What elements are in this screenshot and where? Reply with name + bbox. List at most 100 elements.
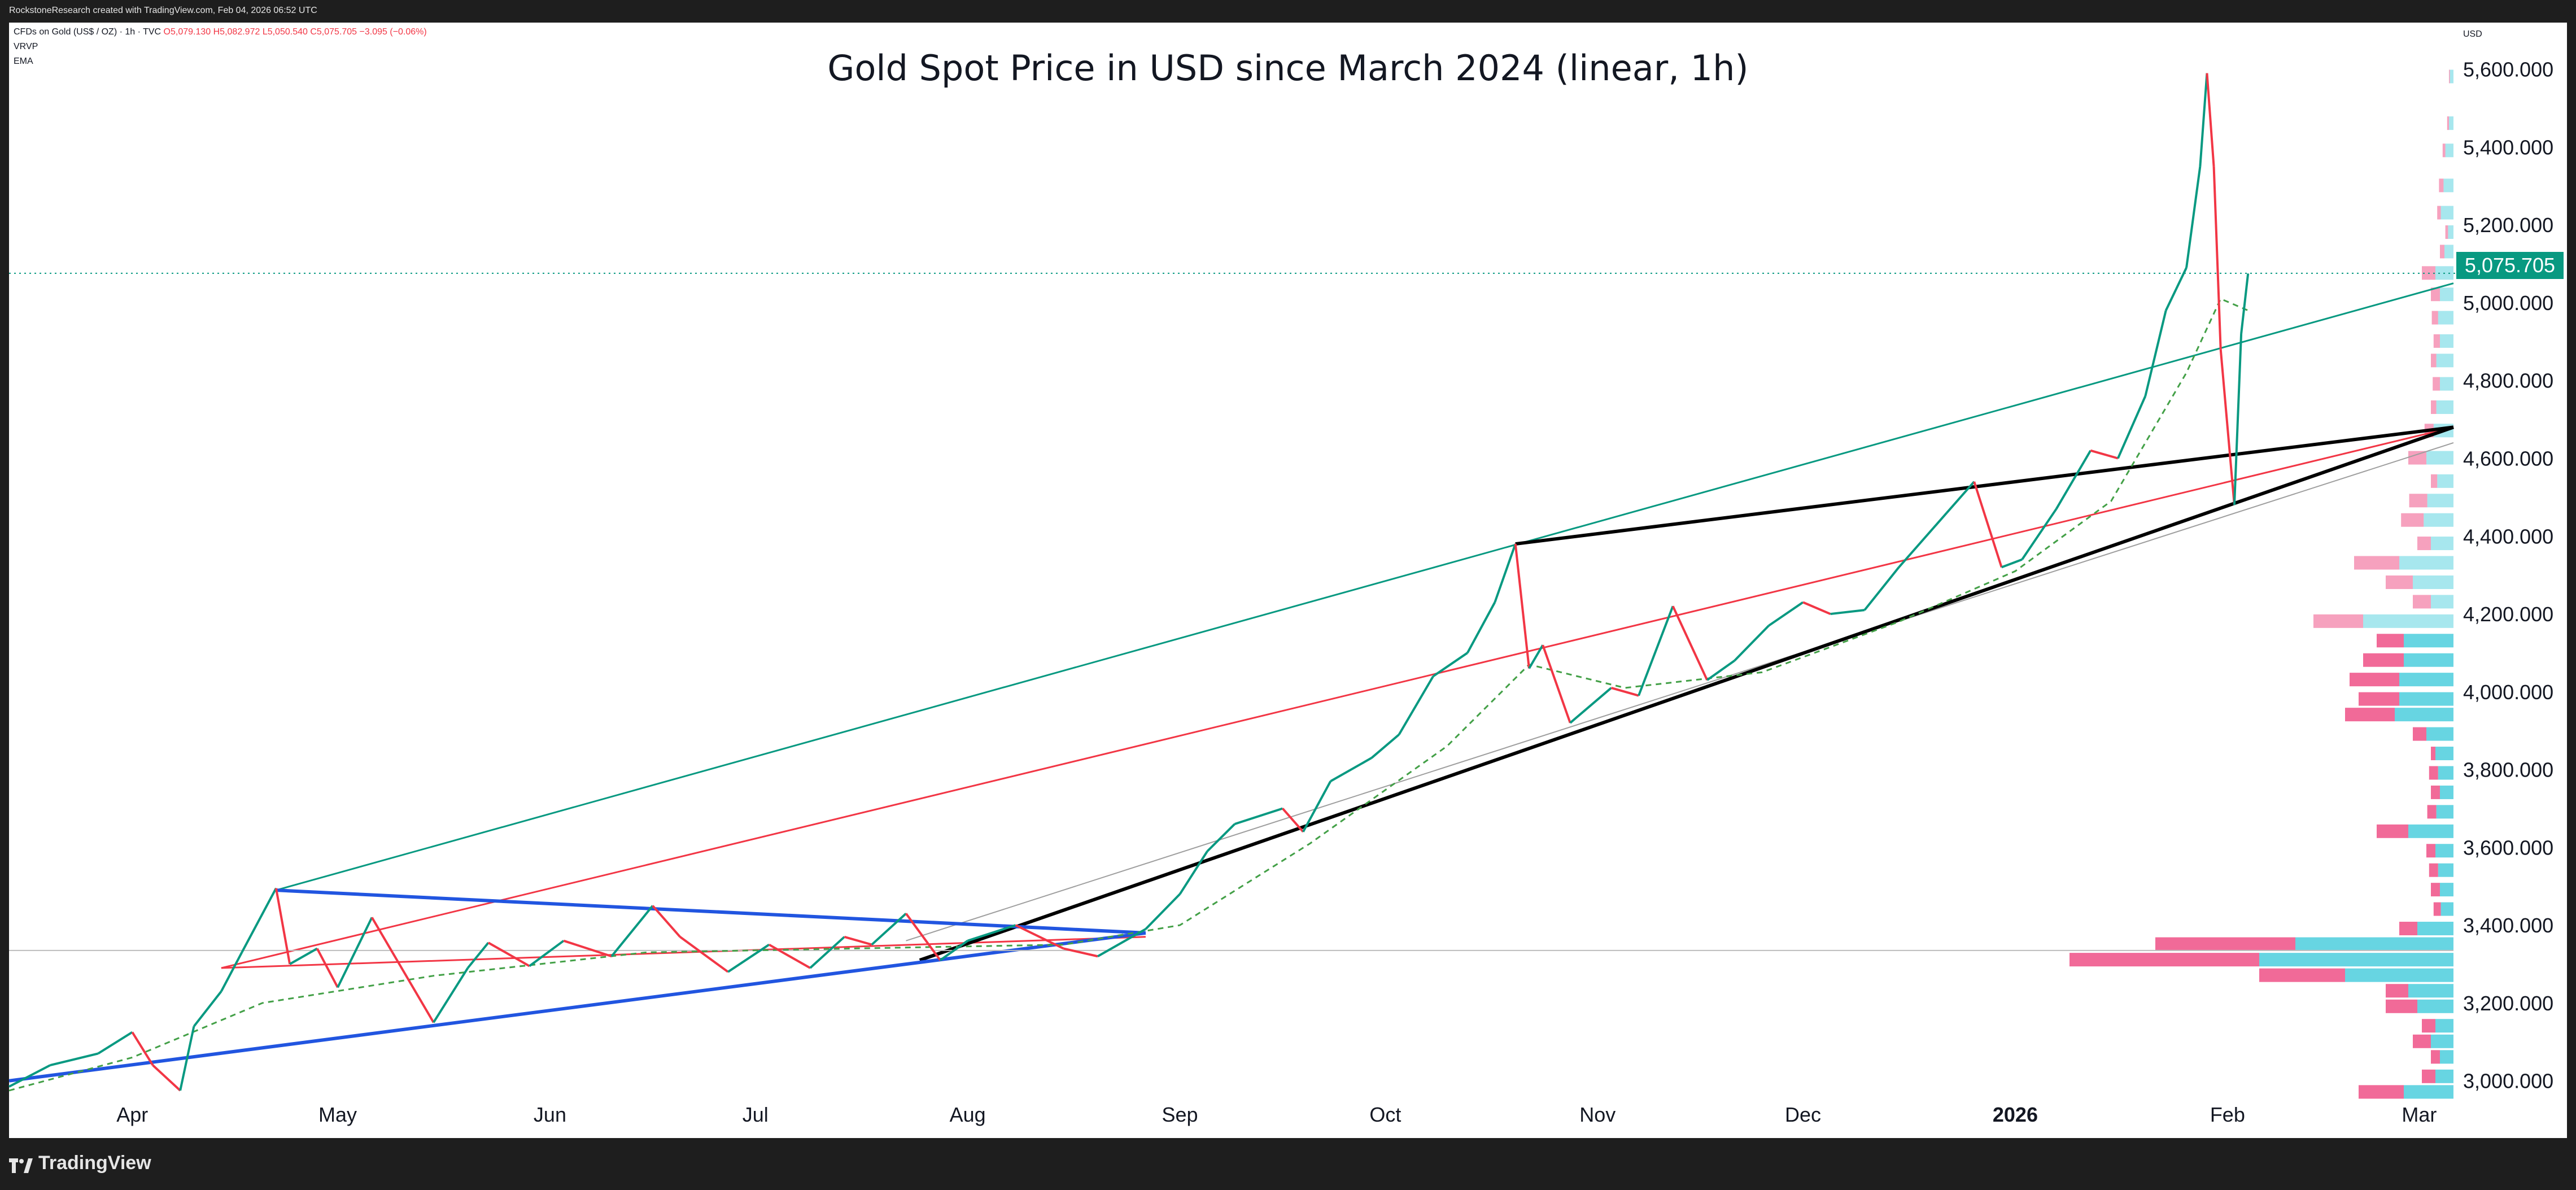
price-segment (2055, 450, 2092, 510)
price-segment (727, 943, 770, 973)
y-tick-label: 4,800.000 (2463, 369, 2553, 393)
vp-up-bar (2399, 556, 2453, 570)
volume-profile (2069, 69, 2453, 1099)
price-segment (2212, 166, 2222, 350)
vp-down-bar (2426, 844, 2435, 858)
vp-down-bar (2431, 287, 2440, 302)
vp-up-bar (2440, 1050, 2453, 1064)
price-segment (316, 948, 339, 988)
y-tick-label: 5,400.000 (2463, 136, 2553, 159)
price-segment (1802, 601, 1831, 615)
vp-down-bar (2433, 334, 2440, 348)
ohlc-legend: CFDs on Gold (US$ / OZ) · 1h · TVC O5,07… (14, 27, 427, 37)
vp-down-bar (2429, 863, 2438, 877)
high-value: H5,082.972 (213, 27, 260, 37)
ema-series (8, 298, 2248, 1092)
vp-down-bar (2069, 953, 2259, 967)
price-segment (2001, 558, 2023, 569)
vp-up-bar (2440, 287, 2453, 302)
chart-title: Gold Spot Price in USD since March 2024 … (827, 47, 1749, 89)
tradingview-logo[interactable]: TradingView (9, 1152, 151, 1174)
price-segment (1015, 924, 1064, 950)
tradingview-brand: TradingView (38, 1152, 151, 1174)
vp-up-bar (2427, 494, 2453, 508)
vp-down-bar (2259, 968, 2345, 982)
price-segment (1330, 757, 1373, 782)
top-bar: RockstoneResearch created with TradingVi… (0, 0, 2576, 23)
price-segment (1466, 601, 1496, 653)
vp-up-bar (2438, 863, 2453, 877)
vp-up-bar (2345, 968, 2453, 982)
price-segment (679, 936, 729, 973)
price-segment (2021, 508, 2058, 560)
price-segment (2219, 349, 2236, 505)
vp-up-bar (2450, 69, 2453, 84)
vp-up-bar (2444, 245, 2453, 259)
price-segment (2206, 73, 2215, 167)
vp-up-bar (2426, 451, 2453, 465)
tradingview-mark-icon (9, 1156, 33, 1173)
price-segment (1610, 687, 1639, 697)
price-segment (871, 912, 907, 946)
vp-up-bar (2404, 1085, 2453, 1099)
vp-down-bar (2431, 354, 2437, 368)
vp-down-bar (2377, 824, 2408, 838)
y-tick-label: 5,000.000 (2463, 291, 2553, 315)
y-tick-label: 4,600.000 (2463, 447, 2553, 470)
trendline (276, 282, 2454, 891)
vp-down-bar (2422, 1019, 2435, 1033)
vp-up-bar (2363, 614, 2453, 628)
price-segment (1528, 644, 1544, 669)
price-segment (97, 1031, 133, 1055)
vp-down-bar (2442, 143, 2446, 158)
vp-up-bar (2259, 953, 2453, 967)
vp-up-bar (2408, 824, 2453, 838)
price-segment (1734, 625, 1770, 662)
price-segment (1281, 808, 1304, 833)
currency-label: USD (2463, 29, 2482, 39)
x-tick-label: Apr (116, 1103, 148, 1126)
vp-up-bar (2435, 1069, 2453, 1083)
vp-up-bar (2408, 984, 2453, 998)
vp-up-bar (2448, 225, 2453, 239)
vp-up-bar (2417, 999, 2453, 1013)
vp-down-bar (2429, 766, 2438, 780)
x-tick-label: Mar (2402, 1103, 2437, 1126)
price-segment (1569, 687, 1612, 724)
close-value: C5,075.705 (310, 27, 357, 37)
price-segment (433, 967, 469, 1023)
vp-up-bar (2424, 513, 2453, 527)
trendline (8, 931, 1146, 1083)
vp-down-bar (2413, 1034, 2431, 1048)
y-tick-label: 4,000.000 (2463, 681, 2553, 704)
x-tick-label: Dec (1785, 1103, 1821, 1126)
credit-text: RockstoneResearch created with TradingVi… (9, 6, 317, 15)
vp-down-bar (2413, 595, 2431, 609)
price-segment (2144, 310, 2167, 396)
price-segment (274, 888, 291, 965)
price-segment (289, 947, 318, 965)
vp-down-bar (2363, 653, 2404, 667)
x-tick-label: Oct (1369, 1103, 1401, 1126)
price-segment (1494, 543, 1517, 603)
indicator-ema[interactable]: EMA (14, 56, 33, 66)
indicator-vrvp[interactable]: VRVP (14, 42, 38, 51)
open-value: O5,079.130 (163, 27, 211, 37)
price-segment (391, 952, 435, 1023)
price-segment (370, 917, 394, 953)
price-segment (1234, 807, 1283, 825)
price-segment (1863, 566, 1900, 611)
vp-up-bar (2440, 334, 2453, 348)
price-segment (1768, 601, 1804, 627)
vp-down-bar (2431, 785, 2440, 799)
vp-down-bar (2431, 747, 2435, 761)
y-tick-label: 3,400.000 (2463, 914, 2553, 937)
vp-up-bar (2426, 727, 2453, 741)
vp-up-bar (2438, 766, 2453, 780)
chart-area[interactable] (9, 23, 2567, 1138)
vp-up-bar (2413, 575, 2453, 589)
vp-down-bar (2439, 178, 2444, 193)
price-segment (769, 943, 811, 969)
vp-up-bar (2438, 311, 2453, 325)
